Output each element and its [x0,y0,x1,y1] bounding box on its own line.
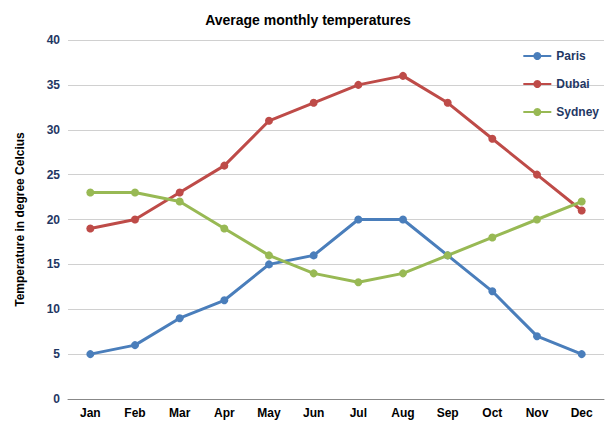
svg-text:Average monthly temperatures: Average monthly temperatures [205,12,411,28]
svg-text:Jul: Jul [350,406,367,420]
svg-text:10: 10 [47,302,61,316]
svg-text:35: 35 [47,78,61,92]
svg-text:Paris: Paris [556,49,586,63]
svg-text:30: 30 [47,123,61,137]
svg-text:Dec: Dec [571,406,593,420]
svg-text:Oct: Oct [482,406,502,420]
svg-text:Aug: Aug [391,406,414,420]
svg-text:25: 25 [47,168,61,182]
svg-text:Jan: Jan [80,406,101,420]
svg-text:5: 5 [53,347,60,361]
svg-text:Sep: Sep [437,406,459,420]
svg-text:Jun: Jun [303,406,324,420]
svg-text:40: 40 [47,33,61,47]
svg-text:15: 15 [47,257,61,271]
svg-text:Apr: Apr [214,406,235,420]
svg-text:20: 20 [47,213,61,227]
svg-text:May: May [257,406,281,420]
svg-text:Nov: Nov [526,406,549,420]
svg-text:Feb: Feb [124,406,145,420]
svg-text:Temperature in degree Celcius: Temperature in degree Celcius [13,132,27,307]
svg-text:Dubai: Dubai [556,77,589,91]
svg-text:Sydney: Sydney [556,105,599,119]
svg-text:Mar: Mar [169,406,191,420]
svg-text:0: 0 [53,392,60,406]
